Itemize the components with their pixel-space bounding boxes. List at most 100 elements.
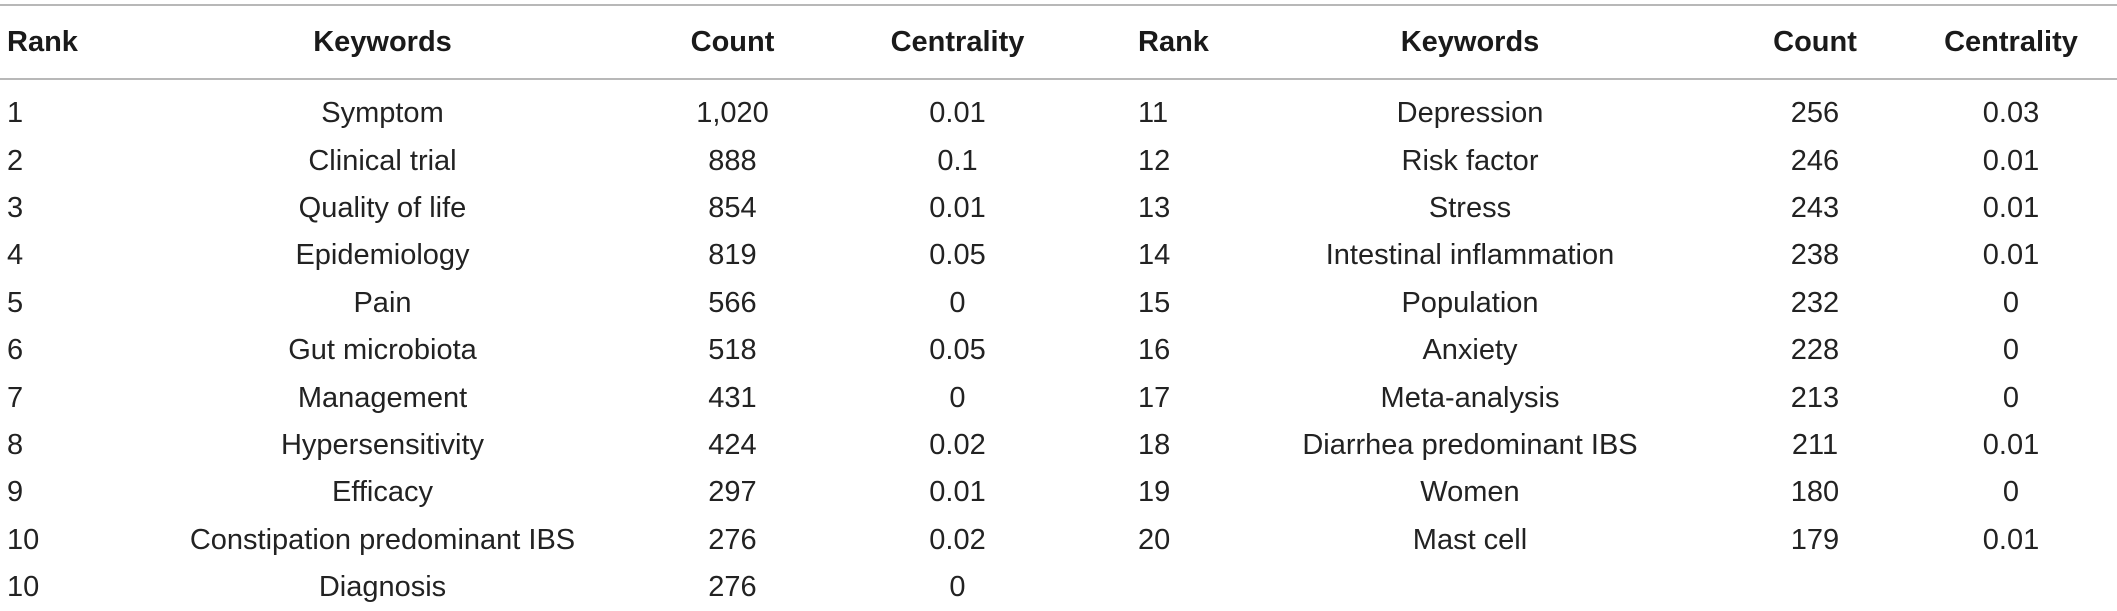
keyword-cell: Symptom [321, 97, 444, 130]
rank-cell: 14 [1138, 239, 1171, 272]
count-cell: 180 [1790, 476, 1840, 509]
table-row: 6 Gut microbiota 518 0.05 16 Anxiety 228 0 [0, 327, 2117, 374]
count-cell: 424 [708, 428, 757, 461]
keyword-cell: Intestinal inflammation [1325, 239, 1615, 272]
keyword-cell: Depression [1396, 97, 1544, 130]
count-cell: 232 [1790, 286, 1840, 319]
centrality-cell: 0.01 [1982, 144, 2040, 177]
count-cell: 213 [1790, 381, 1840, 414]
rank-cell: 20 [1138, 523, 1171, 556]
count-cell: 211 [1791, 428, 1839, 461]
keyword-cell: Pain [353, 286, 412, 319]
centrality-cell: 0.01 [929, 476, 986, 509]
count-cell: 566 [708, 286, 757, 319]
keyword-cell: Quality of life [298, 191, 467, 224]
keyword-cell: Diagnosis [318, 571, 447, 604]
table-row: 7 Management 431 0 17 Meta-analysis 213 0 [0, 374, 2117, 421]
count-cell: 819 [708, 239, 757, 272]
centrality-cell: 0.01 [1982, 191, 2040, 224]
centrality-cell: 0.01 [929, 191, 986, 224]
centrality-cell: 0 [2002, 476, 2020, 509]
keyword-cell: Anxiety [1422, 334, 1518, 367]
keyword-cell: Stress [1428, 191, 1512, 224]
keyword-cell: Meta-analysis [1380, 381, 1560, 414]
rank-cell: 5 [7, 286, 24, 319]
count-cell: 888 [708, 144, 757, 177]
rank-cell: 12 [1138, 144, 1171, 177]
keyword-cell: Hypersensitivity [280, 428, 485, 461]
rank-cell: 13 [1138, 191, 1171, 224]
keyword-cell: Clinical trial [308, 144, 457, 177]
rank-cell: 1 [7, 97, 24, 130]
keyword-cell: Population [1401, 286, 1539, 319]
count-cell: 256 [1790, 97, 1840, 130]
table-header: Rank Keywords Count Centrality Rank Keyw… [0, 5, 2117, 79]
keyword-table: Rank Keywords Count Centrality Rank Keyw… [0, 4, 2117, 611]
rank-cell: 9 [7, 476, 24, 509]
rank-cell: 8 [7, 428, 24, 461]
rank-cell: 2 [7, 144, 24, 177]
rank-cell: 16 [1138, 334, 1171, 367]
header-rank: Rank [7, 25, 78, 58]
count-cell: 518 [708, 334, 757, 367]
table-row: 10 Constipation predominant IBS 276 0.02 20 M… [0, 517, 2117, 564]
count-cell: 297 [708, 476, 757, 509]
keyword-cell: Risk factor [1401, 144, 1539, 177]
table-row: 3 Quality of life 854 0.01 13 Stress 243 0.01 [0, 185, 2117, 232]
centrality-cell [1905, 564, 2117, 611]
keyword-cell: Management [297, 381, 468, 414]
header-row: Rank Keywords Count Centrality Rank Keyw… [0, 5, 2117, 79]
keyword-cell: Gut microbiota [288, 334, 477, 367]
keyword-cell: Women [1420, 476, 1520, 509]
table-row: 4 Epidemiology 819 0.05 14 Intestinal inflamm… [0, 232, 2117, 279]
table-row: 5 Pain 566 0 15 Population 232 0 [0, 280, 2117, 327]
rank-cell: 15 [1138, 286, 1171, 319]
centrality-cell: 0.05 [929, 239, 986, 272]
centrality-cell: 0.02 [929, 523, 986, 556]
header-keywords: Keywords [313, 25, 452, 58]
header-keywords-2: Keywords [1400, 25, 1540, 58]
count-cell: 1,020 [696, 97, 769, 130]
count-cell: 179 [1790, 523, 1840, 556]
rank-cell: 11 [1138, 97, 1169, 130]
count-cell: 246 [1790, 144, 1840, 177]
rank-cell: 3 [7, 191, 24, 224]
count-cell: 276 [708, 571, 757, 604]
count-cell [1725, 564, 1905, 611]
count-cell: 854 [708, 191, 757, 224]
centrality-cell: 0 [2002, 286, 2020, 319]
centrality-cell: 0 [2002, 381, 2020, 414]
count-cell: 243 [1790, 191, 1840, 224]
centrality-cell: 0.1 [937, 144, 978, 177]
centrality-cell: 0.01 [929, 97, 986, 130]
rank-cell: 17 [1138, 381, 1171, 414]
centrality-cell: 0 [949, 286, 966, 319]
table-row: 10 Diagnosis 276 0 [0, 564, 2117, 611]
rank-cell: 6 [7, 334, 24, 367]
centrality-cell: 0.05 [929, 334, 986, 367]
table-row: 8 Hypersensitivity 424 0.02 18 Diarrhea predo… [0, 422, 2117, 469]
table-row: 9 Efficacy 297 0.01 19 Women 180 0 [0, 469, 2117, 516]
count-cell: 276 [708, 523, 757, 556]
header-count: Count [690, 25, 775, 58]
centrality-cell: 0 [949, 381, 966, 414]
keyword-cell: Efficacy [331, 476, 433, 509]
header-centrality: Centrality [890, 25, 1025, 58]
table-body: 1 Symptom 1,020 0.01 11 Depression 256 0.03 2 Cli… [0, 79, 2117, 611]
keyword-cell: Epidemiology [295, 239, 470, 272]
keyword-cell: Constipation predominant IBS [189, 523, 576, 556]
keyword-cell: Mast cell [1412, 523, 1528, 556]
count-cell: 228 [1790, 334, 1840, 367]
rank-cell: 4 [7, 239, 24, 272]
rank-cell: 10 [7, 523, 40, 556]
header-count-2: Count [1773, 25, 1857, 58]
centrality-cell: 0.03 [1982, 97, 2040, 130]
header-centrality-2: Centrality [1944, 25, 2078, 58]
keyword-cell [1215, 564, 1725, 611]
count-cell: 238 [1790, 239, 1840, 272]
centrality-cell: 0 [949, 571, 966, 604]
centrality-cell: 0.02 [929, 428, 986, 461]
centrality-cell: 0.01 [1982, 428, 2040, 461]
centrality-cell: 0.01 [1982, 239, 2040, 272]
